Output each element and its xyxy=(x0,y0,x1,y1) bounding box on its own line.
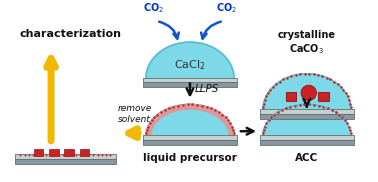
Bar xyxy=(49,149,59,156)
Bar xyxy=(260,140,354,145)
Bar xyxy=(260,135,354,140)
Bar xyxy=(143,78,237,82)
Polygon shape xyxy=(263,74,351,110)
Bar xyxy=(286,92,296,101)
Text: liquid precursor: liquid precursor xyxy=(143,153,237,163)
Bar xyxy=(143,140,237,145)
Bar xyxy=(15,154,116,159)
Bar xyxy=(65,149,74,156)
Text: CO$_2$: CO$_2$ xyxy=(216,1,237,15)
Polygon shape xyxy=(146,104,234,136)
Text: CaCl$_2$: CaCl$_2$ xyxy=(174,58,206,72)
Bar xyxy=(260,109,354,114)
Text: characterization: characterization xyxy=(19,29,121,39)
Bar xyxy=(80,149,89,156)
Polygon shape xyxy=(146,42,234,79)
Bar xyxy=(15,159,116,164)
Text: ACC: ACC xyxy=(295,153,318,163)
Bar xyxy=(143,135,237,140)
Polygon shape xyxy=(263,104,351,136)
Bar xyxy=(143,82,237,87)
Text: CO$_2$: CO$_2$ xyxy=(143,1,164,15)
Text: LLPS: LLPS xyxy=(195,84,219,94)
Bar xyxy=(318,92,329,101)
Text: crystalline
CaCO$_3$: crystalline CaCO$_3$ xyxy=(278,30,336,56)
Circle shape xyxy=(301,85,316,101)
Bar xyxy=(260,114,354,119)
Bar xyxy=(34,149,43,156)
Text: remove
solvent: remove solvent xyxy=(117,104,152,124)
Polygon shape xyxy=(146,104,234,135)
